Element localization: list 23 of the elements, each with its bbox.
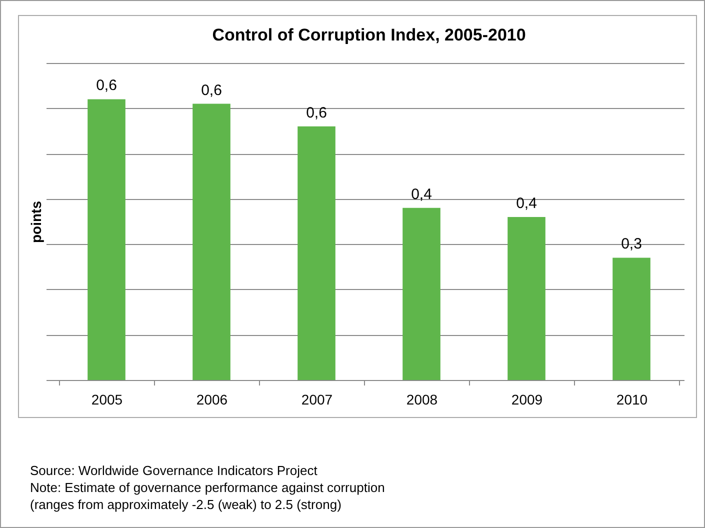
bar [612,258,650,380]
bar [88,99,126,380]
bar [192,104,230,380]
source-note: Source: Worldwide Governance Indicators Project [30,462,318,479]
bar [508,216,546,380]
text: Note: Estimate of governance performance against corruption [30,479,385,496]
x-tick-label: 2010 [616,392,648,408]
chart-title: Control of Corruption Index, 2005-2010 [212,26,526,44]
text: (ranges from approximately -2.5 (weak) to 2.5 (strong) [30,496,342,513]
data-label: 0,6 [96,77,117,94]
x-tick-label: 2009 [511,392,543,408]
bar [298,126,336,380]
data-label: 0,6 [306,104,327,122]
x-tick-label: 2008 [406,392,438,408]
data-label: 0,4 [411,186,432,203]
x-tick-label: 2005 [91,392,123,408]
data-label: 0,3 [621,236,642,253]
y-axis-title: points [28,200,44,243]
data-label: 0,6 [201,82,222,99]
data-label: 0,4 [516,194,537,212]
bar [402,208,440,380]
x-tick-label: 2007 [301,392,333,408]
x-tick-label: 2006 [196,392,228,408]
